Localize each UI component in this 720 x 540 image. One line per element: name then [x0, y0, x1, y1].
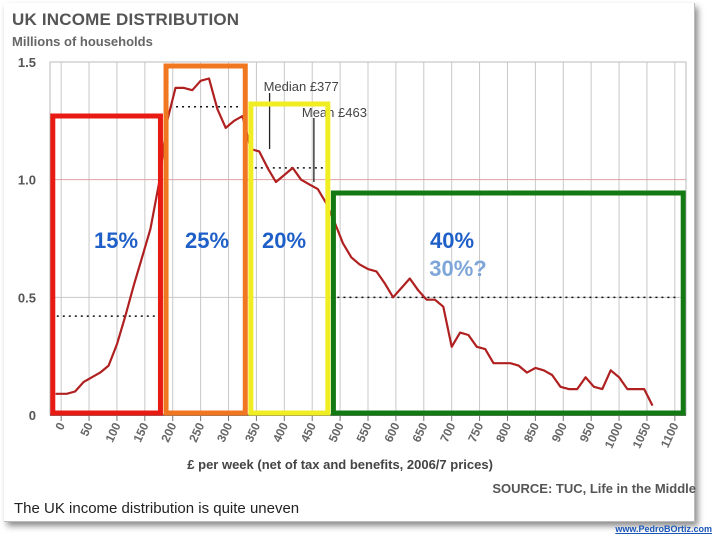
x-axis-label: £ per week (net of tax and benefits, 200…	[187, 457, 493, 472]
slide-paper	[4, 3, 695, 522]
segment-box	[330, 190, 686, 416]
x-tick-label: 900	[549, 420, 570, 444]
x-tick-label: 400	[270, 420, 291, 444]
median-label: Median £377	[264, 79, 339, 94]
source-note: SOURCE: TUC, Life in the Middle	[492, 481, 696, 496]
x-tick-label: 0	[52, 420, 68, 432]
x-tick-label: 650	[409, 420, 430, 444]
y-axis-label: Millions of households	[12, 34, 153, 49]
x-tick-label: 250	[186, 420, 207, 444]
x-tick-label: 300	[214, 420, 235, 444]
x-tick-label: 750	[465, 420, 486, 444]
segment-box	[50, 113, 163, 416]
x-tick-label: 150	[130, 420, 151, 444]
distribution-line	[55, 77, 654, 407]
segment-percent-label: 40%	[430, 228, 474, 253]
y-tick-label: 0	[29, 408, 36, 423]
credit-link[interactable]: www.PedroBOrtiz.com	[615, 524, 712, 534]
x-tick-label: 700	[437, 420, 458, 444]
x-tick-label: 50	[77, 420, 95, 438]
x-tick-label: 350	[242, 420, 263, 444]
chart-title: UK INCOME DISTRIBUTION	[12, 10, 240, 29]
x-tick-label: 1100	[658, 420, 682, 450]
slide-caption: The UK income distribution is quite unev…	[14, 500, 300, 517]
uncertain-percent-note: 30%?	[429, 256, 486, 281]
x-tick-label: 550	[354, 420, 375, 444]
x-tick-label: 600	[381, 420, 402, 444]
y-tick-label: 1.5	[18, 55, 36, 70]
segment-percent-label: 20%	[262, 228, 306, 253]
x-tick-label: 850	[521, 420, 542, 444]
mean-label: Mean £463	[302, 105, 367, 120]
x-tick-label: 950	[577, 420, 598, 444]
x-tick-label: 800	[493, 420, 514, 444]
segment-box	[163, 63, 248, 416]
x-tick-label: 500	[326, 420, 347, 444]
x-tick-label: 1000	[602, 420, 626, 450]
x-tick-label: 450	[298, 420, 319, 444]
x-tick-label: 200	[158, 420, 179, 444]
segment-percent-label: 25%	[185, 228, 229, 253]
segment-box	[248, 101, 331, 416]
segment-percent-label: 15%	[94, 228, 138, 253]
x-tick-label: 1050	[630, 420, 654, 450]
x-tick-label: 100	[103, 420, 124, 444]
y-tick-label: 1.0	[18, 173, 36, 188]
y-tick-label: 0.5	[18, 290, 36, 305]
